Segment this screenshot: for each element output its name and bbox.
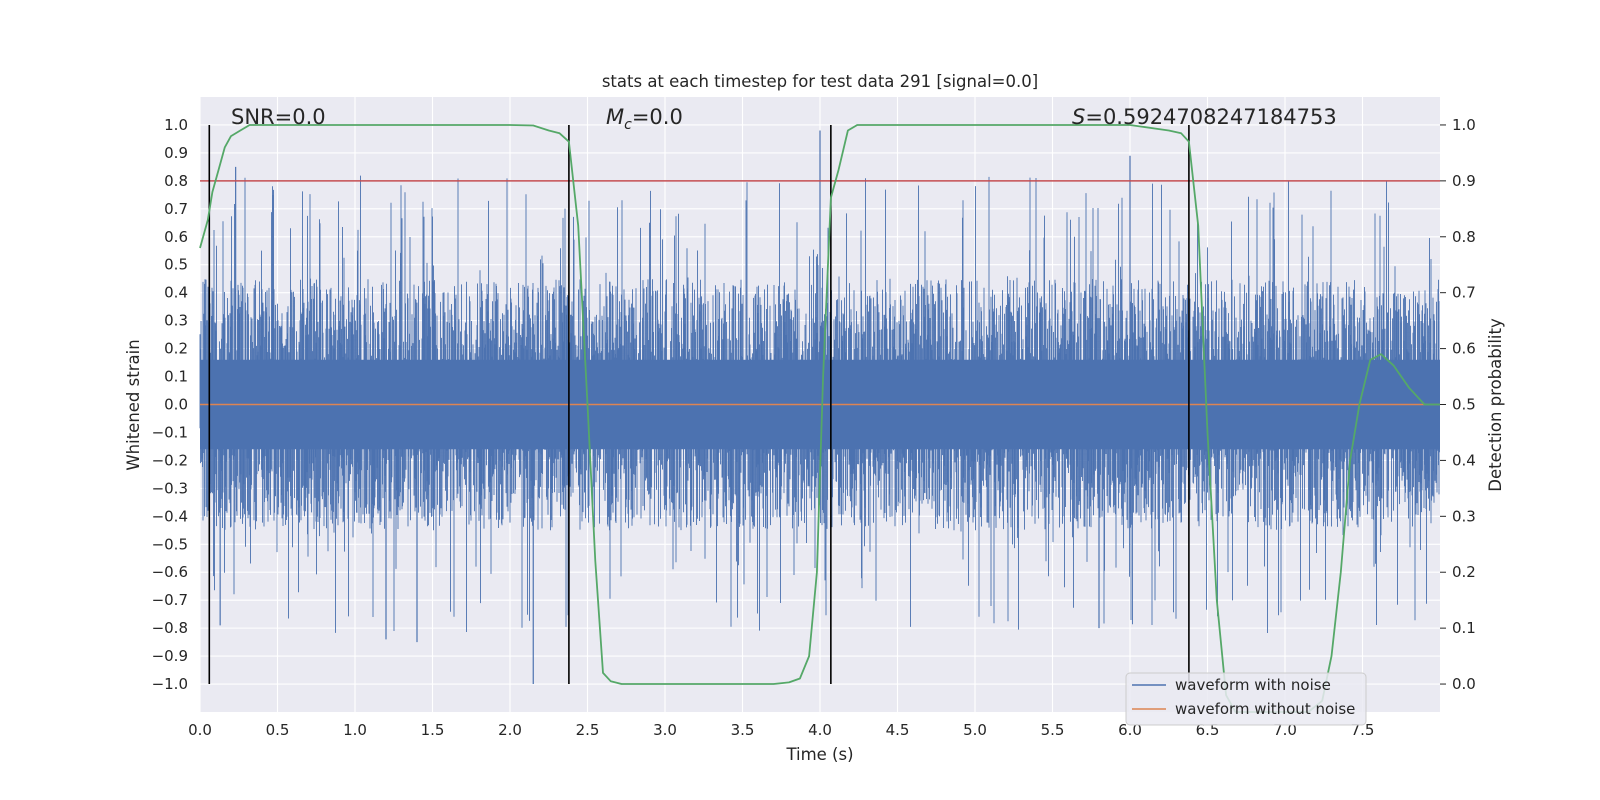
x-tick-label: 3.0 — [653, 721, 677, 739]
legend-label-noise: waveform with noise — [1175, 676, 1331, 694]
x-tick-label: 2.5 — [576, 721, 600, 739]
y-tick-label: −1.0 — [152, 675, 188, 693]
y2-tick-label: 0.2 — [1452, 563, 1476, 581]
legend-label-clean: waveform without noise — [1175, 700, 1355, 718]
y2-axis-ticks: 1.0 0.9 0.8 0.7 0.6 0.5 0.4 0.3 0.2 0.1 0.0 — [1440, 116, 1476, 693]
x-tick-label: 5.0 — [963, 721, 987, 739]
x-tick-label: 0.0 — [188, 721, 212, 739]
y-tick-label: −0.3 — [152, 479, 188, 497]
chart-title: stats at each timestep for test data 291… — [602, 72, 1038, 91]
y2-tick-label: 0.1 — [1452, 619, 1476, 637]
y-tick-label: 0.1 — [164, 368, 188, 386]
y-tick-label: −0.1 — [152, 423, 188, 441]
y2-tick-label: 0.4 — [1452, 451, 1476, 469]
mc-symbol: M — [606, 105, 624, 129]
y-axis-ticks: 1.0 0.9 0.8 0.7 0.6 0.5 0.4 0.3 0.2 0.1 0.0 −0.1 −0.… — [152, 116, 188, 693]
legend-box — [1125, 672, 1367, 726]
y2-axis-label: Detection probability — [1486, 318, 1505, 492]
y-tick-label: −0.2 — [152, 451, 188, 469]
s-annotation: S=0.5924708247184753 — [1072, 105, 1337, 129]
y-tick-label: 0.2 — [164, 340, 188, 358]
y-tick-label: 0.3 — [164, 312, 188, 330]
x-axis-ticks: 0.0 0.5 1.0 1.5 2.0 2.5 3.0 3.5 4.0 4.5 5.0 5.5 6.0 6… — [188, 721, 1374, 739]
y-tick-label: 0.8 — [164, 172, 188, 190]
y-tick-label: 0.9 — [164, 144, 188, 162]
y2-tick-label: 1.0 — [1452, 116, 1476, 134]
y-tick-label: 0.6 — [164, 228, 188, 246]
y-tick-label: 1.0 — [164, 116, 188, 134]
y2-tick-label: 0.0 — [1452, 675, 1476, 693]
y2-tick-label: 0.9 — [1452, 172, 1476, 190]
y2-tick-label: 0.7 — [1452, 284, 1476, 302]
y-tick-label: 0.0 — [164, 396, 188, 414]
legend: waveform with noise waveform without noi… — [1125, 672, 1367, 726]
y-tick-label: −0.5 — [152, 535, 188, 553]
mc-value: =0.0 — [632, 105, 683, 129]
x-tick-label: 4.0 — [808, 721, 832, 739]
x-tick-label: 4.5 — [886, 721, 910, 739]
y-tick-label: −0.4 — [152, 507, 188, 525]
y-tick-label: −0.9 — [152, 647, 188, 665]
s-value: =0.5924708247184753 — [1085, 105, 1336, 129]
mc-subscript: c — [624, 117, 632, 133]
y-tick-label: −0.8 — [152, 619, 188, 637]
snr-annotation: SNR=0.0 — [231, 105, 326, 129]
y2-tick-label: 0.5 — [1452, 396, 1476, 414]
x-tick-label: 1.0 — [343, 721, 367, 739]
x-tick-label: 3.5 — [731, 721, 755, 739]
x-tick-label: 2.0 — [498, 721, 522, 739]
s-symbol: S — [1072, 105, 1085, 129]
y2-tick-label: 0.3 — [1452, 507, 1476, 525]
x-axis-label: Time (s) — [785, 745, 853, 764]
y-tick-label: −0.6 — [152, 563, 188, 581]
y-axis-label: Whitened strain — [124, 339, 143, 470]
y-tick-label: 0.5 — [164, 256, 188, 274]
x-tick-label: 0.5 — [266, 721, 290, 739]
x-tick-label: 5.5 — [1041, 721, 1065, 739]
y-tick-label: 0.4 — [164, 284, 188, 302]
y2-tick-label: 0.8 — [1452, 228, 1476, 246]
x-tick-label: 1.5 — [421, 721, 445, 739]
y-tick-label: 0.7 — [164, 200, 188, 218]
mc-annotation: Mc=0.0 — [606, 105, 683, 133]
y-tick-label: −0.7 — [152, 591, 188, 609]
y2-tick-label: 0.6 — [1452, 340, 1476, 358]
